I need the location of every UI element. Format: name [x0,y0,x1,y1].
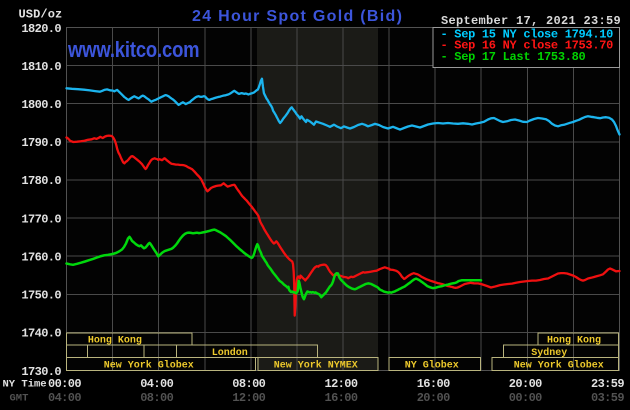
svg-text:1740.0: 1740.0 [21,327,61,341]
svg-text:1820.0: 1820.0 [21,22,61,36]
svg-text:16:00: 16:00 [324,391,357,405]
svg-text:1790.0: 1790.0 [21,136,61,150]
svg-text:08:00: 08:00 [140,391,173,405]
svg-text:London: London [212,347,248,359]
svg-text:04:00: 04:00 [140,377,173,391]
svg-text:- Sep 17 Last 1753.80: - Sep 17 Last 1753.80 [441,50,586,64]
svg-text:1780.0: 1780.0 [21,174,61,188]
svg-text:1730.0: 1730.0 [21,365,61,379]
svg-text:- Sep 16 NY close 1753.70: - Sep 16 NY close 1753.70 [441,39,614,53]
svg-text:September 17, 2021 23:59: September 17, 2021 23:59 [441,14,621,28]
svg-text:1750.0: 1750.0 [21,289,61,303]
svg-text:16:00: 16:00 [417,377,450,391]
svg-text:Hong Kong: Hong Kong [547,335,601,346]
svg-text:www.kitco.com: www.kitco.com [67,37,199,62]
svg-text:1810.0: 1810.0 [21,60,61,74]
svg-text:04:00: 04:00 [48,391,81,405]
svg-text:GMT: GMT [10,393,29,405]
svg-text:Sydney: Sydney [531,347,567,359]
svg-text:03:59: 03:59 [591,391,624,405]
svg-text:New York NYMEX: New York NYMEX [274,360,358,372]
svg-text:New York Globex: New York Globex [514,360,604,372]
svg-text:12:00: 12:00 [232,391,265,405]
svg-text:New York Globex: New York Globex [104,360,194,372]
svg-text:Hong Kong: Hong Kong [88,335,142,346]
svg-text:- Sep 15 NY close 1794.10: - Sep 15 NY close 1794.10 [441,27,614,41]
svg-text:00:00: 00:00 [509,391,542,405]
svg-text:1770.0: 1770.0 [21,212,61,226]
svg-text:00:00: 00:00 [48,377,81,391]
svg-text:NY Globex: NY Globex [405,360,459,372]
svg-text:20:00: 20:00 [417,391,450,405]
svg-text:NY Time: NY Time [3,379,47,391]
svg-text:12:00: 12:00 [324,377,357,391]
svg-text:23:59: 23:59 [591,377,624,391]
svg-text:20:00: 20:00 [509,377,542,391]
svg-text:08:00: 08:00 [232,377,265,391]
svg-text:1800.0: 1800.0 [21,98,61,112]
svg-text:24 Hour Spot Gold (Bid): 24 Hour Spot Gold (Bid) [192,8,403,25]
svg-text:USD/oz: USD/oz [19,7,63,21]
svg-text:1760.0: 1760.0 [21,251,61,265]
